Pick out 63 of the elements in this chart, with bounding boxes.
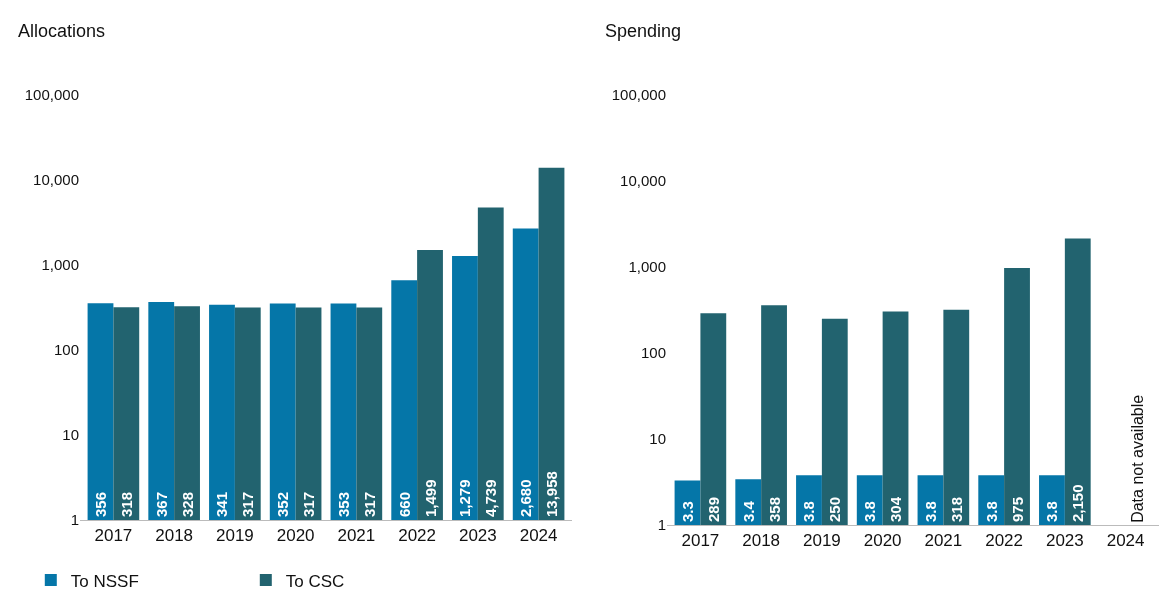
data-label: 3.8 bbox=[982, 501, 1000, 522]
data-label: 304 bbox=[887, 496, 905, 522]
legend-label: To NSSF bbox=[70, 571, 139, 591]
data-label: 318 bbox=[947, 496, 965, 522]
data-label: 358 bbox=[765, 496, 783, 522]
x-tick-label: 2024 bbox=[1106, 531, 1145, 551]
x-tick-label: 2017 bbox=[681, 531, 720, 551]
x-tick-label: 2020 bbox=[276, 526, 315, 546]
data-label: 317 bbox=[239, 491, 257, 517]
x-tick-label: 2021 bbox=[924, 531, 963, 551]
x-tick-label: 2023 bbox=[1045, 531, 1084, 551]
x-tick-label: 2024 bbox=[519, 526, 558, 546]
data-label: 975 bbox=[1008, 496, 1026, 522]
x-tick-label: 2017 bbox=[94, 526, 133, 546]
x-tick-label: 2018 bbox=[742, 531, 781, 551]
x-tick-label: 2018 bbox=[155, 526, 194, 546]
data-label: 1,499 bbox=[421, 479, 439, 517]
y-tick-label: 1 bbox=[70, 511, 79, 529]
annotation: Data not available bbox=[1128, 394, 1146, 523]
y-tick-label: 100 bbox=[640, 344, 666, 362]
x-tick-label: 2023 bbox=[458, 526, 497, 546]
data-label: 3.8 bbox=[800, 501, 818, 522]
data-label: 3.3 bbox=[679, 501, 696, 522]
y-tick-label: 1,000 bbox=[41, 256, 79, 274]
data-label: 2,150 bbox=[1069, 484, 1087, 522]
y-tick-label: 10 bbox=[649, 430, 666, 448]
x-tick-label: 2021 bbox=[337, 526, 376, 546]
y-tick-label: 1 bbox=[657, 516, 666, 534]
chart-title: Spending bbox=[605, 21, 682, 41]
y-tick-label: 100,000 bbox=[611, 86, 666, 104]
data-label: 356 bbox=[92, 491, 109, 517]
y-tick-label: 10,000 bbox=[620, 172, 666, 190]
data-label: 250 bbox=[826, 496, 844, 522]
data-label: 318 bbox=[117, 491, 135, 517]
data-label: 2,680 bbox=[517, 479, 535, 517]
data-label: 1,279 bbox=[456, 479, 474, 517]
y-tick-label: 1,000 bbox=[628, 258, 666, 276]
y-tick-label: 10,000 bbox=[33, 171, 79, 189]
y-tick-label: 100,000 bbox=[24, 86, 79, 104]
x-tick-label: 2019 bbox=[215, 526, 254, 546]
data-label: 3.8 bbox=[921, 501, 939, 522]
data-label: 660 bbox=[395, 491, 413, 517]
legend-label: To CSC bbox=[285, 571, 345, 591]
data-label: 341 bbox=[213, 491, 231, 517]
data-label: 13,958 bbox=[543, 471, 560, 517]
x-tick-label: 2019 bbox=[802, 531, 841, 551]
data-label: 353 bbox=[334, 491, 352, 517]
y-tick-label: 10 bbox=[62, 426, 79, 444]
x-tick-label: 2022 bbox=[985, 531, 1024, 551]
data-label: 3.8 bbox=[861, 501, 879, 522]
data-label: 367 bbox=[152, 491, 170, 517]
y-tick-label: 100 bbox=[53, 341, 79, 359]
chart-title: Allocations bbox=[18, 21, 106, 41]
data-label: 3.4 bbox=[739, 500, 757, 522]
data-label: 289 bbox=[704, 496, 722, 522]
data-label: 352 bbox=[274, 491, 292, 517]
data-label: 3.8 bbox=[1043, 501, 1061, 522]
data-label: 317 bbox=[300, 491, 318, 517]
x-tick-label: 2022 bbox=[398, 526, 437, 546]
data-label: 4,739 bbox=[482, 479, 500, 517]
x-tick-label: 2020 bbox=[863, 531, 902, 551]
data-label: 328 bbox=[178, 491, 196, 517]
data-label: 317 bbox=[360, 491, 378, 517]
